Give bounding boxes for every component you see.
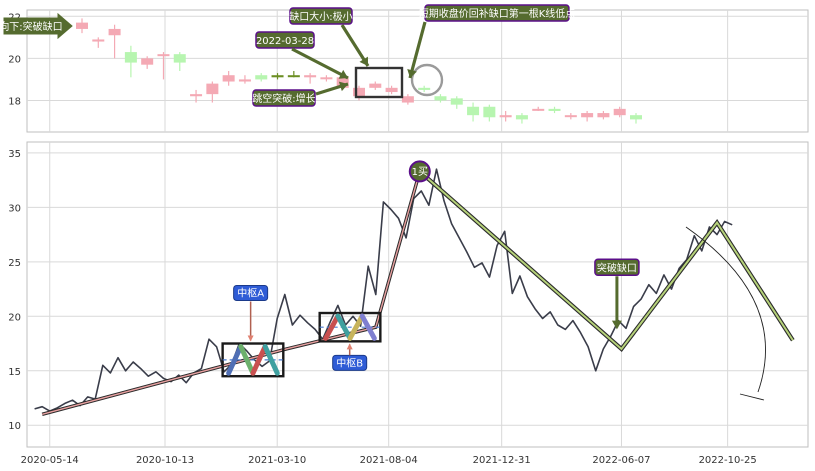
candle-body — [173, 54, 186, 63]
candle-body — [581, 113, 594, 118]
candle-body — [190, 94, 203, 97]
projection-tick — [739, 393, 765, 401]
zhongshu-label: 中枢B — [336, 356, 363, 369]
candle-body — [124, 52, 137, 63]
candle-body — [564, 115, 577, 118]
breakout-label-bg — [594, 258, 640, 277]
candle-body — [630, 115, 642, 120]
zhongshu-label: 中枢A — [237, 287, 264, 300]
candle-y-tick-label: 18 — [8, 96, 21, 107]
zhongshu-zigzag — [226, 344, 244, 376]
gap-breakout-arrow-head — [338, 81, 348, 92]
candle-body — [483, 106, 496, 118]
zhongshu-zigzag — [238, 344, 256, 376]
gap-box — [354, 66, 404, 99]
x-tick-label: 2021-03-10 — [248, 455, 306, 466]
x-tick-label: 2020-05-14 — [21, 455, 79, 466]
zhongshu-zigzag — [347, 313, 365, 341]
x-tick-label: 2022-10-25 — [699, 455, 757, 466]
gap-fill-arrow — [408, 21, 427, 79]
bi-path — [41, 171, 421, 415]
gap-size-label-bg — [289, 7, 353, 25]
buy-point-label: 1买 — [412, 166, 428, 178]
x-tick-label: 2020-10-13 — [136, 455, 194, 466]
candle-body — [141, 58, 154, 65]
date-arrow-head — [338, 69, 348, 79]
zhongshu-zigzag — [262, 344, 280, 376]
gap-fill-circle — [410, 63, 444, 97]
zhongshu-zigzag — [250, 344, 268, 376]
candle-y-tick-label: 20 — [8, 54, 21, 65]
zhongshu-zigzag — [359, 313, 377, 341]
line-y-tick-label: 35 — [8, 149, 21, 160]
line-y-tick-label: 15 — [8, 367, 21, 378]
candle-body — [271, 75, 284, 78]
candle-body — [76, 22, 88, 29]
zhongshu-arrowhead — [247, 335, 254, 342]
projection-arc — [685, 226, 766, 393]
gap-fill-label: 短期收盘价回补缺口第一根K线低点 — [419, 7, 576, 20]
candle-plot-frame — [26, 9, 809, 133]
candle-body — [108, 28, 121, 36]
candle-body — [287, 75, 300, 78]
zhongshu-zigzag — [335, 313, 353, 341]
candle-body — [418, 87, 431, 90]
candle-body — [450, 98, 463, 105]
date-arrow — [291, 47, 349, 80]
candle-body — [467, 106, 480, 116]
x-tick-label: 2021-08-04 — [360, 455, 418, 466]
candle-body — [255, 75, 268, 80]
main-path — [419, 170, 794, 351]
zhongshu-label-bg — [233, 285, 269, 302]
candle-body — [320, 77, 333, 80]
candle-body — [401, 96, 414, 103]
candle-body — [499, 115, 512, 118]
zhongshu-arrowhead — [346, 343, 353, 350]
line-y-tick-label: 25 — [8, 258, 21, 269]
candle-body — [238, 79, 251, 82]
breakdown-gap-label: 向下:突破缺口 — [0, 20, 63, 33]
candle-body — [369, 83, 382, 88]
candle-body — [597, 113, 610, 118]
buy-point-badge — [408, 160, 431, 183]
line-y-tick-label: 10 — [8, 421, 21, 432]
gap-size-arrow-head — [359, 56, 368, 66]
breakout-label: 突破缺口 — [597, 261, 637, 274]
candle-body — [434, 96, 447, 101]
candle-body — [515, 115, 528, 120]
candle-body — [548, 108, 561, 111]
date-label: 2022-03-28 — [256, 36, 314, 47]
date-label-bg — [255, 31, 315, 49]
line-y-tick-label: 30 — [8, 203, 21, 214]
candle-body — [532, 108, 545, 111]
candle-body — [222, 75, 235, 82]
line-plot-frame — [26, 141, 809, 448]
gap-size-label: 缺口大小:极小 — [289, 10, 352, 23]
gap-fill-arrow-head — [407, 68, 417, 78]
candle-body — [353, 87, 365, 97]
candle-body — [92, 39, 105, 42]
x-tick-label: 2022-06-07 — [592, 455, 650, 466]
breakout-arrowhead — [611, 320, 622, 330]
gap-fill-label-bg — [424, 4, 570, 22]
candlestick-panel: 182022 — [8, 9, 809, 133]
gap-size-arrow — [340, 24, 370, 67]
candle-body — [613, 108, 626, 116]
candle-body — [304, 75, 317, 78]
candle-body — [336, 77, 349, 88]
line-y-tick-label: 20 — [8, 312, 21, 323]
candle-body — [385, 87, 398, 93]
gap-breakout-label: 跳空突破:增长 — [252, 92, 315, 105]
x-tick-label: 2021-12-31 — [473, 455, 531, 466]
breakdown-gap-arrow-label-bg — [3, 12, 73, 40]
price-line-panel: 10 15 20 25 30 35 2020-05-14 2020-10-13 2021-03-… — [8, 141, 809, 466]
gap-breakout-label-bg — [252, 89, 316, 107]
zhongshu-zigzag — [323, 313, 341, 341]
candle-body — [206, 83, 219, 95]
candle-body — [157, 54, 170, 57]
